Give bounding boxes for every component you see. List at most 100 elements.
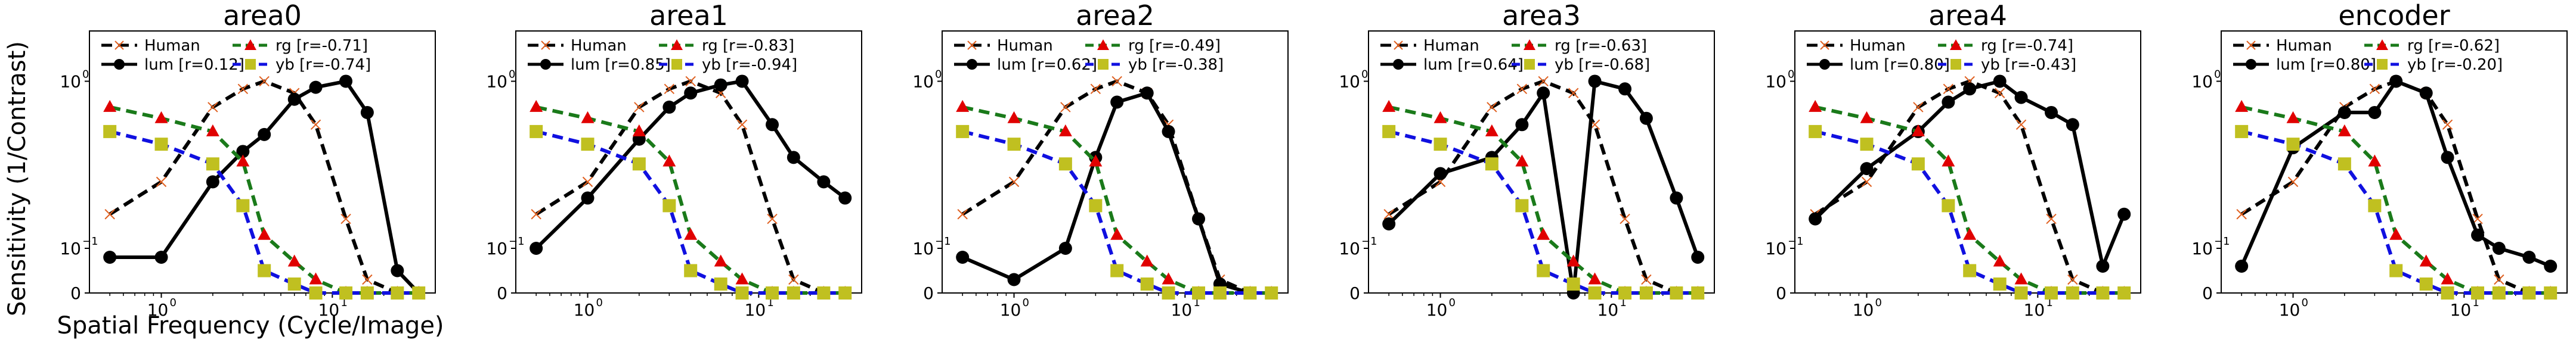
y-tick-exponent: 0	[935, 68, 942, 80]
data-point	[2067, 274, 2078, 285]
data-point	[1994, 88, 2005, 98]
legend-label: yb [r=-0.43]	[1981, 56, 2076, 74]
plot-frame	[1368, 30, 1715, 294]
data-point	[360, 105, 374, 119]
x-tick-exponent: 1	[2046, 297, 2052, 309]
data-point	[156, 176, 167, 188]
series-line-0	[961, 79, 1272, 295]
data-point	[1007, 273, 1021, 286]
y-tick-label: 10	[1765, 239, 1787, 258]
data-point	[735, 286, 749, 300]
series-line-0	[2240, 79, 2551, 295]
legend-marker	[541, 40, 550, 50]
data-point	[957, 209, 968, 220]
data-point	[2046, 213, 2057, 224]
data-point	[1487, 102, 1497, 113]
data-point	[1588, 272, 1602, 285]
data-point	[1140, 277, 1154, 291]
data-point	[1860, 162, 1874, 176]
legend-marker	[2246, 59, 2256, 70]
legend-marker	[967, 59, 977, 70]
data-point	[1911, 157, 1925, 171]
panel-title: area0	[223, 0, 302, 32]
data-point	[2096, 260, 2110, 273]
data-point	[1913, 102, 1924, 113]
data-point	[1942, 199, 1955, 213]
series-line-2	[1388, 105, 1698, 295]
data-point	[258, 227, 271, 240]
data-point	[339, 74, 353, 88]
data-point	[2337, 124, 2351, 136]
y-tick-label: 0	[70, 283, 81, 303]
data-point	[360, 286, 374, 300]
x-tick-label: 10	[1426, 300, 1448, 320]
data-point	[287, 92, 301, 106]
data-point	[632, 124, 646, 136]
data-point	[2522, 286, 2536, 300]
legend-marker	[1820, 40, 1829, 50]
data-point	[1566, 254, 1580, 267]
y-tick-exponent: −1	[935, 235, 951, 248]
data-point	[2522, 251, 2536, 264]
y-tick-exponent: −1	[1361, 235, 1377, 248]
data-point	[581, 111, 595, 123]
x-tick-label: 10	[318, 300, 340, 320]
data-point	[1860, 138, 1874, 151]
data-point	[1089, 199, 1103, 213]
data-point	[684, 227, 698, 240]
data-point	[662, 154, 676, 167]
x-tick-label: 10	[2450, 300, 2472, 320]
legend-label: rg [r=-0.63]	[1555, 37, 1647, 55]
data-point	[258, 127, 271, 141]
x-tick-label: 10	[1597, 300, 1619, 320]
data-point	[104, 209, 115, 220]
data-point	[662, 100, 676, 114]
x-tick-exponent: 1	[1620, 297, 1626, 309]
y-tick-exponent: −1	[1788, 235, 1804, 248]
data-point	[2096, 286, 2110, 300]
data-point	[1485, 124, 1498, 136]
legend-marker	[671, 39, 683, 50]
y-tick-label: 10	[2191, 239, 2213, 258]
data-point	[1382, 124, 1396, 138]
data-point	[1433, 138, 1447, 151]
series-line-0	[1388, 79, 1698, 295]
data-point	[2471, 228, 2485, 242]
data-point	[684, 86, 698, 100]
data-point	[1538, 76, 1549, 87]
x-tick-exponent: 1	[2472, 297, 2479, 309]
legend-marker	[2377, 59, 2388, 70]
data-point	[1639, 111, 1653, 125]
x-tick-label: 10	[147, 300, 169, 320]
data-point	[412, 286, 426, 300]
data-point	[714, 78, 727, 92]
data-point	[2286, 111, 2300, 123]
x-tick-label: 10	[574, 300, 595, 320]
data-point	[2544, 286, 2558, 300]
x-tick-exponent: 0	[170, 297, 177, 309]
data-point	[2235, 124, 2249, 138]
legend-marker	[2376, 39, 2388, 50]
data-point	[1670, 286, 1683, 300]
y-tick-label: 10	[1339, 239, 1360, 258]
data-point	[838, 191, 852, 205]
data-point	[531, 209, 541, 220]
legend-marker	[245, 59, 256, 70]
data-point	[1213, 286, 1227, 300]
legend-label: yb [r=-0.74]	[275, 56, 371, 74]
data-point	[956, 251, 970, 264]
plot-frame	[89, 30, 436, 294]
data-point	[1670, 191, 1683, 205]
data-point	[237, 83, 249, 94]
legend-marker	[114, 40, 124, 50]
data-point	[206, 124, 219, 136]
legend-marker	[1097, 39, 1109, 50]
data-point	[2471, 286, 2485, 300]
